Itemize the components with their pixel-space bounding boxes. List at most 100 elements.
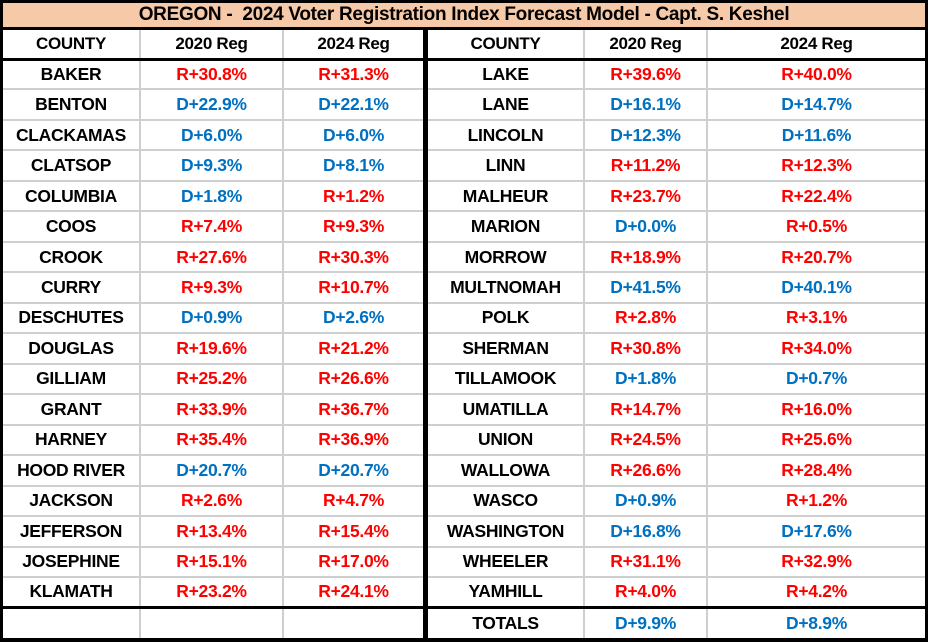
table-row: HARNEY R+35.4% R+36.9% xyxy=(3,423,423,457)
county-cell: CURRY xyxy=(3,271,141,304)
reg-2020-cell: R+39.6% xyxy=(583,59,708,91)
table-row: LAKE R+39.6% R+40.0% xyxy=(428,59,925,91)
reg-2024-cell: D+8.9% xyxy=(706,605,925,638)
county-cell: COOS xyxy=(3,210,141,243)
reg-2020-cell: D+0.9% xyxy=(583,484,708,518)
table-row: CURRY R+9.3% R+10.7% xyxy=(3,271,423,304)
county-cell: JOSEPHINE xyxy=(3,545,141,578)
county-cell: WHEELER xyxy=(428,545,585,578)
table-row: DOUGLAS R+19.6% R+21.2% xyxy=(3,332,423,365)
county-cell: MULTNOMAH xyxy=(428,271,585,304)
table-row: BENTON D+22.9% D+22.1% xyxy=(3,88,423,121)
county-cell: CROOK xyxy=(3,240,141,274)
county-cell: WALLOWA xyxy=(428,454,585,487)
reg-2024-cell: R+20.7% xyxy=(706,240,925,274)
county-cell: LANE xyxy=(428,88,585,121)
reg-2020-cell: R+11.2% xyxy=(583,149,708,182)
reg-2020-cell: R+14.7% xyxy=(583,393,708,426)
county-cell: LINCOLN xyxy=(428,118,585,152)
reg-2020-cell: D+6.0% xyxy=(139,118,284,152)
table-row: WHEELER R+31.1% R+32.9% xyxy=(428,545,925,578)
county-cell: COLUMBIA xyxy=(3,179,141,213)
county-cell: SHERMAN xyxy=(428,332,585,365)
reg-2024-cell: D+2.6% xyxy=(282,301,423,335)
reg-2020-cell: R+27.6% xyxy=(139,240,284,274)
reg-2020-cell: R+2.6% xyxy=(139,484,284,518)
reg-2024-cell: R+4.2% xyxy=(706,575,925,609)
column-header-county: COUNTY xyxy=(3,30,140,61)
reg-2024-cell: R+1.2% xyxy=(706,484,925,518)
reg-2020-cell: R+23.7% xyxy=(583,179,708,213)
reg-2020-cell: R+9.3% xyxy=(139,271,284,304)
footer-row: TOTALS D+9.9% D+8.9% xyxy=(428,605,925,638)
reg-2020-cell: R+31.1% xyxy=(583,545,708,578)
reg-2024-cell: D+0.7% xyxy=(706,362,925,396)
county-cell: LAKE xyxy=(428,59,585,91)
reg-2020-cell: R+15.1% xyxy=(139,545,284,578)
reg-2024-cell: D+14.7% xyxy=(706,88,925,121)
reg-2020-cell: R+7.4% xyxy=(139,210,284,243)
reg-2024-cell: D+11.6% xyxy=(706,118,925,152)
reg-2020-cell: D+0.9% xyxy=(139,301,284,335)
county-cell: GILLIAM xyxy=(3,362,141,396)
reg-2020-cell: D+9.3% xyxy=(139,149,284,182)
reg-2020-cell: R+19.6% xyxy=(139,332,284,365)
county-cell: DOUGLAS xyxy=(3,332,141,365)
county-cell: HARNEY xyxy=(3,423,141,457)
county-cell: MALHEUR xyxy=(428,179,585,213)
county-cell: TOTALS xyxy=(428,605,585,638)
column-header-county: COUNTY xyxy=(428,30,584,61)
reg-2024-cell: R+22.4% xyxy=(706,179,925,213)
table-divider xyxy=(423,30,428,638)
reg-2020-cell: D+0.0% xyxy=(583,210,708,243)
reg-2020-cell: R+30.8% xyxy=(583,332,708,365)
reg-2024-cell: D+17.6% xyxy=(706,515,925,548)
table-row: SHERMAN R+30.8% R+34.0% xyxy=(428,332,925,365)
table-row: YAMHILL R+4.0% R+4.2% xyxy=(428,575,925,609)
table-row: JACKSON R+2.6% R+4.7% xyxy=(3,484,423,518)
reg-2024-cell: R+32.9% xyxy=(706,545,925,578)
reg-2024-cell: R+28.4% xyxy=(706,454,925,487)
reg-2020-cell: D+1.8% xyxy=(139,179,284,213)
county-table-right: COUNTY 2020 Reg 2024 Reg LAKE R+39.6% R+40… xyxy=(428,30,925,638)
table-row: JEFFERSON R+13.4% R+15.4% xyxy=(3,515,423,548)
county-cell: GRANT xyxy=(3,393,141,426)
county-cell: TILLAMOOK xyxy=(428,362,585,396)
reg-2024-cell: R+17.0% xyxy=(282,545,423,578)
reg-2024-cell xyxy=(282,605,423,638)
county-cell: JEFFERSON xyxy=(3,515,141,548)
reg-2020-cell: R+35.4% xyxy=(139,423,284,457)
table-row: MULTNOMAH D+41.5% D+40.1% xyxy=(428,271,925,304)
county-table-left: COUNTY 2020 Reg 2024 Reg BAKER R+30.8% R+3… xyxy=(3,30,423,638)
tables-container: COUNTY 2020 Reg 2024 Reg BAKER R+30.8% R+3… xyxy=(3,30,925,638)
county-cell: CLACKAMAS xyxy=(3,118,141,152)
county-cell: LINN xyxy=(428,149,585,182)
county-cell: YAMHILL xyxy=(428,575,585,609)
reg-2020-cell: D+16.8% xyxy=(583,515,708,548)
county-cell: UMATILLA xyxy=(428,393,585,426)
reg-2020-cell: R+26.6% xyxy=(583,454,708,487)
table-row: GILLIAM R+25.2% R+26.6% xyxy=(3,362,423,396)
table-row: MARION D+0.0% R+0.5% xyxy=(428,210,925,243)
table-row: KLAMATH R+23.2% R+24.1% xyxy=(3,575,423,609)
table-row: LINN R+11.2% R+12.3% xyxy=(428,149,925,182)
table-row: UMATILLA R+14.7% R+16.0% xyxy=(428,393,925,426)
reg-2020-cell: R+2.8% xyxy=(583,301,708,335)
table-row: TILLAMOOK D+1.8% D+0.7% xyxy=(428,362,925,396)
table-row: CLACKAMAS D+6.0% D+6.0% xyxy=(3,118,423,152)
table-row: COLUMBIA D+1.8% R+1.2% xyxy=(3,179,423,213)
reg-2020-cell: D+9.9% xyxy=(583,605,708,638)
county-cell: UNION xyxy=(428,423,585,457)
reg-2024-cell: D+6.0% xyxy=(282,118,423,152)
table-row: LANE D+16.1% D+14.7% xyxy=(428,88,925,121)
county-cell: DESCHUTES xyxy=(3,301,141,335)
county-cell: CLATSOP xyxy=(3,149,141,182)
reg-2024-cell: R+12.3% xyxy=(706,149,925,182)
reg-2020-cell: R+23.2% xyxy=(139,575,284,609)
reg-2020-cell: D+41.5% xyxy=(583,271,708,304)
table-row: GRANT R+33.9% R+36.7% xyxy=(3,393,423,426)
table-row: WALLOWA R+26.6% R+28.4% xyxy=(428,454,925,487)
reg-2024-cell: R+1.2% xyxy=(282,179,423,213)
county-cell: WASCO xyxy=(428,484,585,518)
